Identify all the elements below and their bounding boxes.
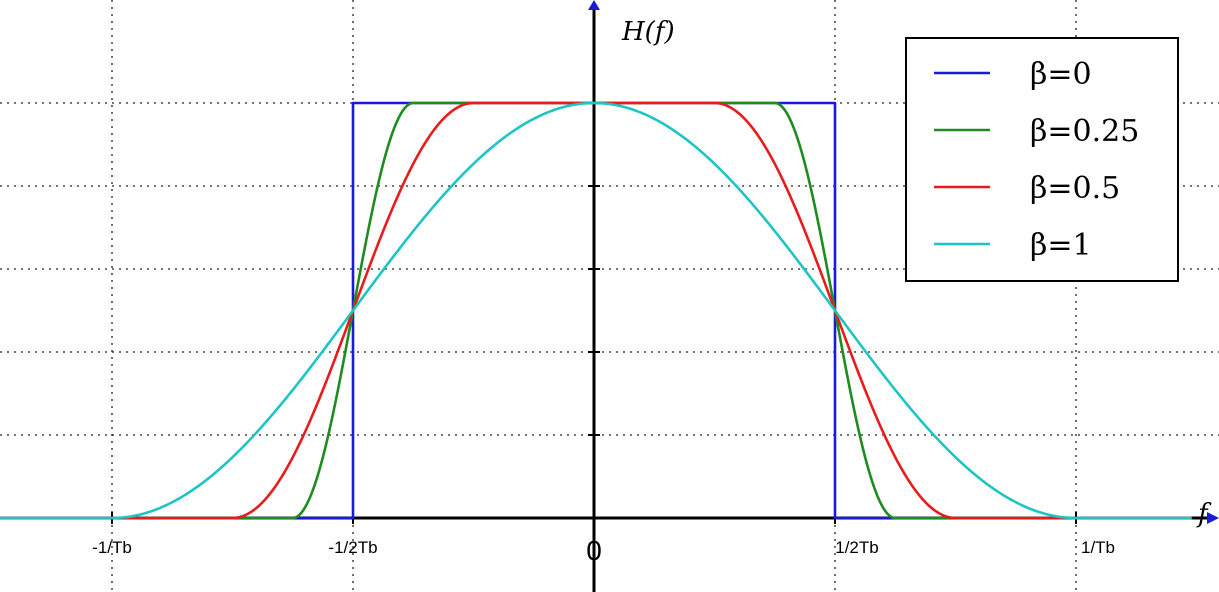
legend-label: β=1	[1030, 228, 1092, 263]
x-axis-arrow	[1207, 512, 1219, 524]
legend: β=0 β=0.25 β=0.5 β=1	[905, 37, 1179, 282]
x-tick-label: -1/Tb	[92, 538, 132, 557]
x-tick-label: -1/2Tb	[328, 538, 377, 557]
x-tick-label: 1/2Tb	[835, 538, 878, 557]
curves	[0, 101, 1192, 520]
legend-label: β=0	[1030, 57, 1092, 92]
legend-label: β=0.5	[1030, 171, 1120, 206]
tick-labels: -1/Tb -1/2Tb 0 1/2Tb 1/Tb	[92, 535, 1115, 566]
legend-label: β=0.25	[1030, 114, 1139, 149]
y-axis-arrow	[588, 0, 600, 10]
legend-box	[905, 37, 1179, 282]
y-axis-label: H(f)	[621, 17, 675, 47]
x-tick-label: 1/Tb	[1081, 538, 1115, 557]
x-tick-label-origin: 0	[586, 535, 602, 566]
series-line	[0, 101, 1192, 520]
